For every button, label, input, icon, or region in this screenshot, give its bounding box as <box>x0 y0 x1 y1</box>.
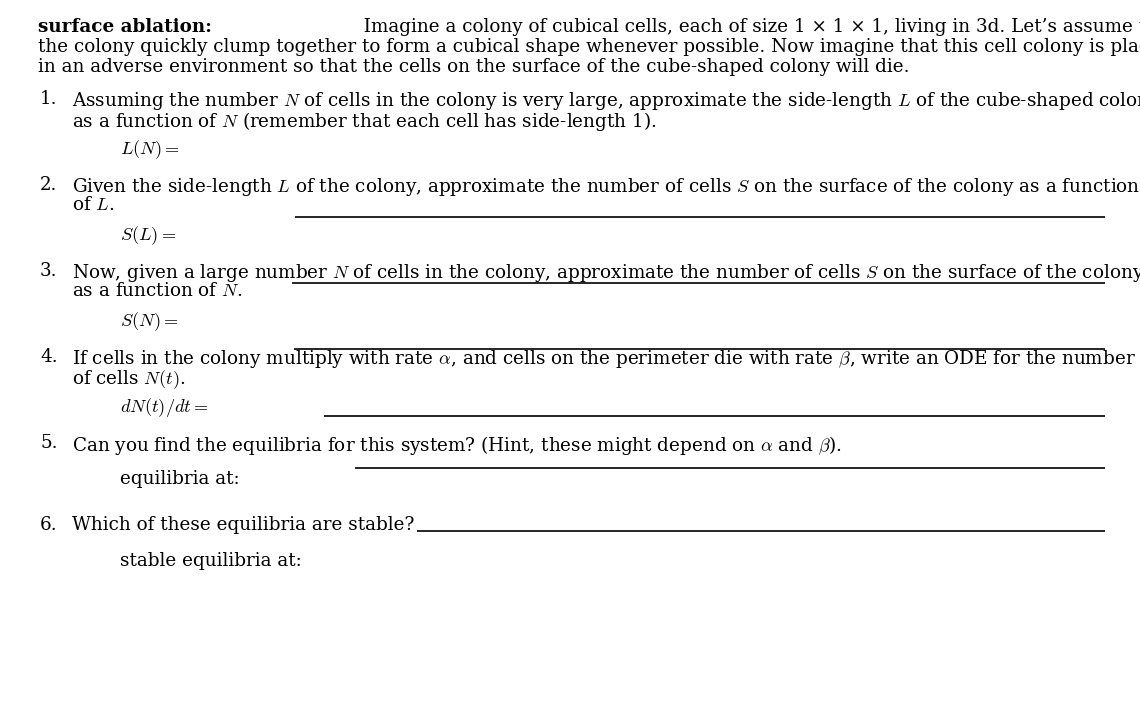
Text: surface ablation:: surface ablation: <box>38 18 212 36</box>
Text: as a function of $N$ (remember that each cell has side-length 1).: as a function of $N$ (remember that each… <box>72 110 657 133</box>
Text: as a function of $N$.: as a function of $N$. <box>72 282 243 300</box>
Text: $S(N) =$: $S(N) =$ <box>120 310 179 332</box>
Text: 2.: 2. <box>40 176 57 194</box>
Text: 6.: 6. <box>40 516 58 534</box>
Text: of $L$.: of $L$. <box>72 196 114 214</box>
Text: 4.: 4. <box>40 348 58 366</box>
Text: of cells $N(t)$.: of cells $N(t)$. <box>72 368 186 390</box>
Text: Assuming the number $N$ of cells in the colony is very large, approximate the si: Assuming the number $N$ of cells in the … <box>72 90 1140 112</box>
Text: $L(N) =$: $L(N) =$ <box>120 138 180 161</box>
Text: 5.: 5. <box>40 434 57 452</box>
Text: $S(L) =$: $S(L) =$ <box>120 224 177 247</box>
Text: the colony quickly clump together to form a cubical shape whenever possible. Now: the colony quickly clump together to for… <box>38 38 1140 56</box>
Text: equilibria at:: equilibria at: <box>120 470 239 488</box>
Text: Can you find the equilibria for this system? (Hint, these might depend on $\alph: Can you find the equilibria for this sys… <box>72 434 842 457</box>
Text: Which of these equilibria are stable?: Which of these equilibria are stable? <box>72 516 414 534</box>
Text: If cells in the colony multiply with rate $\alpha$, and cells on the perimeter d: If cells in the colony multiply with rat… <box>72 348 1135 370</box>
Text: stable equilibria at:: stable equilibria at: <box>120 552 302 570</box>
Text: 1.: 1. <box>40 90 57 108</box>
Text: Imagine a colony of cubical cells, each of size 1 × 1 × 1, living in 3d. Let’s a: Imagine a colony of cubical cells, each … <box>345 18 1140 36</box>
Text: Given the side-length $L$ of the colony, approximate the number of cells $S$ on : Given the side-length $L$ of the colony,… <box>72 176 1140 198</box>
Text: in an adverse environment so that the cells on the surface of the cube-shaped co: in an adverse environment so that the ce… <box>38 58 910 76</box>
Text: Now, given a large number $N$ of cells in the colony, approximate the number of : Now, given a large number $N$ of cells i… <box>72 262 1140 284</box>
Text: $dN(t)/dt =$: $dN(t)/dt =$ <box>120 396 209 419</box>
Text: 3.: 3. <box>40 262 57 280</box>
